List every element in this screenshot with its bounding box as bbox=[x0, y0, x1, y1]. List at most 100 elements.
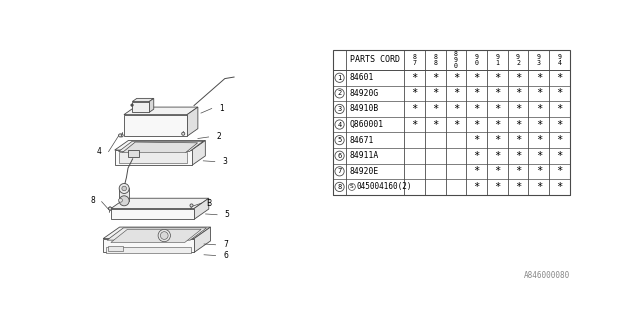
Text: *: * bbox=[556, 120, 563, 130]
Text: 3: 3 bbox=[337, 106, 342, 112]
Text: *: * bbox=[453, 73, 459, 83]
Text: *: * bbox=[494, 151, 500, 161]
Text: 2: 2 bbox=[337, 90, 342, 96]
Text: 84911A: 84911A bbox=[349, 151, 379, 160]
Text: 8: 8 bbox=[91, 196, 95, 205]
Polygon shape bbox=[132, 101, 149, 112]
Text: 5: 5 bbox=[337, 137, 342, 143]
Text: *: * bbox=[515, 182, 521, 192]
Text: *: * bbox=[432, 104, 438, 114]
Text: 9
1: 9 1 bbox=[495, 54, 499, 66]
Text: 8: 8 bbox=[337, 184, 342, 190]
Polygon shape bbox=[111, 198, 209, 209]
Text: Q860001: Q860001 bbox=[349, 120, 384, 129]
Text: *: * bbox=[494, 135, 500, 145]
Text: 4: 4 bbox=[97, 147, 102, 156]
Text: PARTS CORD: PARTS CORD bbox=[350, 55, 401, 64]
Text: *: * bbox=[515, 135, 521, 145]
Text: *: * bbox=[474, 88, 480, 98]
Text: 7: 7 bbox=[337, 168, 342, 174]
Text: 84920E: 84920E bbox=[349, 167, 379, 176]
Polygon shape bbox=[192, 140, 205, 165]
Text: *: * bbox=[432, 88, 438, 98]
Text: *: * bbox=[412, 88, 418, 98]
Bar bbox=[119, 188, 129, 201]
Text: 8
7: 8 7 bbox=[413, 54, 417, 66]
Text: *: * bbox=[432, 73, 438, 83]
Text: *: * bbox=[536, 135, 542, 145]
Text: 8
8: 8 8 bbox=[433, 54, 437, 66]
Text: 9
4: 9 4 bbox=[557, 54, 561, 66]
Text: *: * bbox=[536, 88, 542, 98]
Text: *: * bbox=[474, 166, 480, 176]
Text: 84601: 84601 bbox=[349, 73, 374, 82]
Text: B: B bbox=[206, 199, 211, 208]
Text: 4: 4 bbox=[337, 122, 342, 128]
Polygon shape bbox=[149, 98, 154, 112]
Text: *: * bbox=[556, 166, 563, 176]
Circle shape bbox=[158, 229, 170, 242]
Bar bbox=[333, 50, 570, 195]
Polygon shape bbox=[111, 229, 201, 243]
Polygon shape bbox=[124, 115, 187, 136]
Text: 84671: 84671 bbox=[349, 136, 374, 145]
Polygon shape bbox=[132, 98, 154, 101]
Circle shape bbox=[161, 232, 168, 239]
Text: 6: 6 bbox=[223, 251, 228, 260]
Text: 9
2: 9 2 bbox=[516, 54, 520, 66]
Text: 3: 3 bbox=[223, 157, 227, 166]
Text: *: * bbox=[474, 120, 480, 130]
Polygon shape bbox=[103, 239, 194, 252]
Polygon shape bbox=[194, 227, 211, 252]
Text: A846000080: A846000080 bbox=[524, 271, 570, 280]
Circle shape bbox=[118, 198, 122, 202]
Text: *: * bbox=[556, 135, 563, 145]
Text: *: * bbox=[556, 104, 563, 114]
Text: 2: 2 bbox=[216, 132, 221, 141]
Circle shape bbox=[131, 104, 133, 106]
Text: *: * bbox=[536, 151, 542, 161]
Text: 7: 7 bbox=[223, 240, 228, 249]
Text: *: * bbox=[474, 182, 480, 192]
Bar bbox=[106, 247, 191, 253]
Text: *: * bbox=[515, 166, 521, 176]
Text: *: * bbox=[453, 120, 459, 130]
Circle shape bbox=[122, 186, 127, 191]
Text: 84910B: 84910B bbox=[349, 104, 379, 114]
Text: *: * bbox=[453, 88, 459, 98]
Polygon shape bbox=[194, 198, 209, 219]
Text: *: * bbox=[515, 88, 521, 98]
Text: *: * bbox=[536, 104, 542, 114]
Polygon shape bbox=[115, 150, 192, 165]
Text: *: * bbox=[494, 166, 500, 176]
Text: *: * bbox=[536, 120, 542, 130]
Text: 5: 5 bbox=[225, 210, 230, 219]
Text: 9
3: 9 3 bbox=[537, 54, 541, 66]
Circle shape bbox=[190, 204, 193, 207]
Text: S: S bbox=[350, 184, 354, 189]
Circle shape bbox=[120, 134, 123, 137]
Text: *: * bbox=[556, 151, 563, 161]
Circle shape bbox=[109, 207, 111, 210]
Text: 1: 1 bbox=[337, 75, 342, 81]
Text: *: * bbox=[515, 120, 521, 130]
Polygon shape bbox=[103, 227, 211, 239]
Polygon shape bbox=[107, 228, 207, 240]
Circle shape bbox=[182, 132, 185, 135]
Text: *: * bbox=[494, 104, 500, 114]
Text: *: * bbox=[494, 88, 500, 98]
Text: *: * bbox=[432, 120, 438, 130]
Polygon shape bbox=[124, 107, 198, 115]
Text: 9
0: 9 0 bbox=[475, 54, 479, 66]
Polygon shape bbox=[118, 141, 203, 152]
Text: 045004160(2): 045004160(2) bbox=[356, 182, 412, 191]
Text: *: * bbox=[474, 135, 480, 145]
Circle shape bbox=[119, 196, 129, 206]
Circle shape bbox=[118, 134, 122, 137]
Text: *: * bbox=[494, 120, 500, 130]
Polygon shape bbox=[119, 152, 187, 163]
Circle shape bbox=[109, 207, 111, 210]
Polygon shape bbox=[122, 142, 198, 154]
Polygon shape bbox=[111, 209, 194, 219]
Text: *: * bbox=[556, 73, 563, 83]
